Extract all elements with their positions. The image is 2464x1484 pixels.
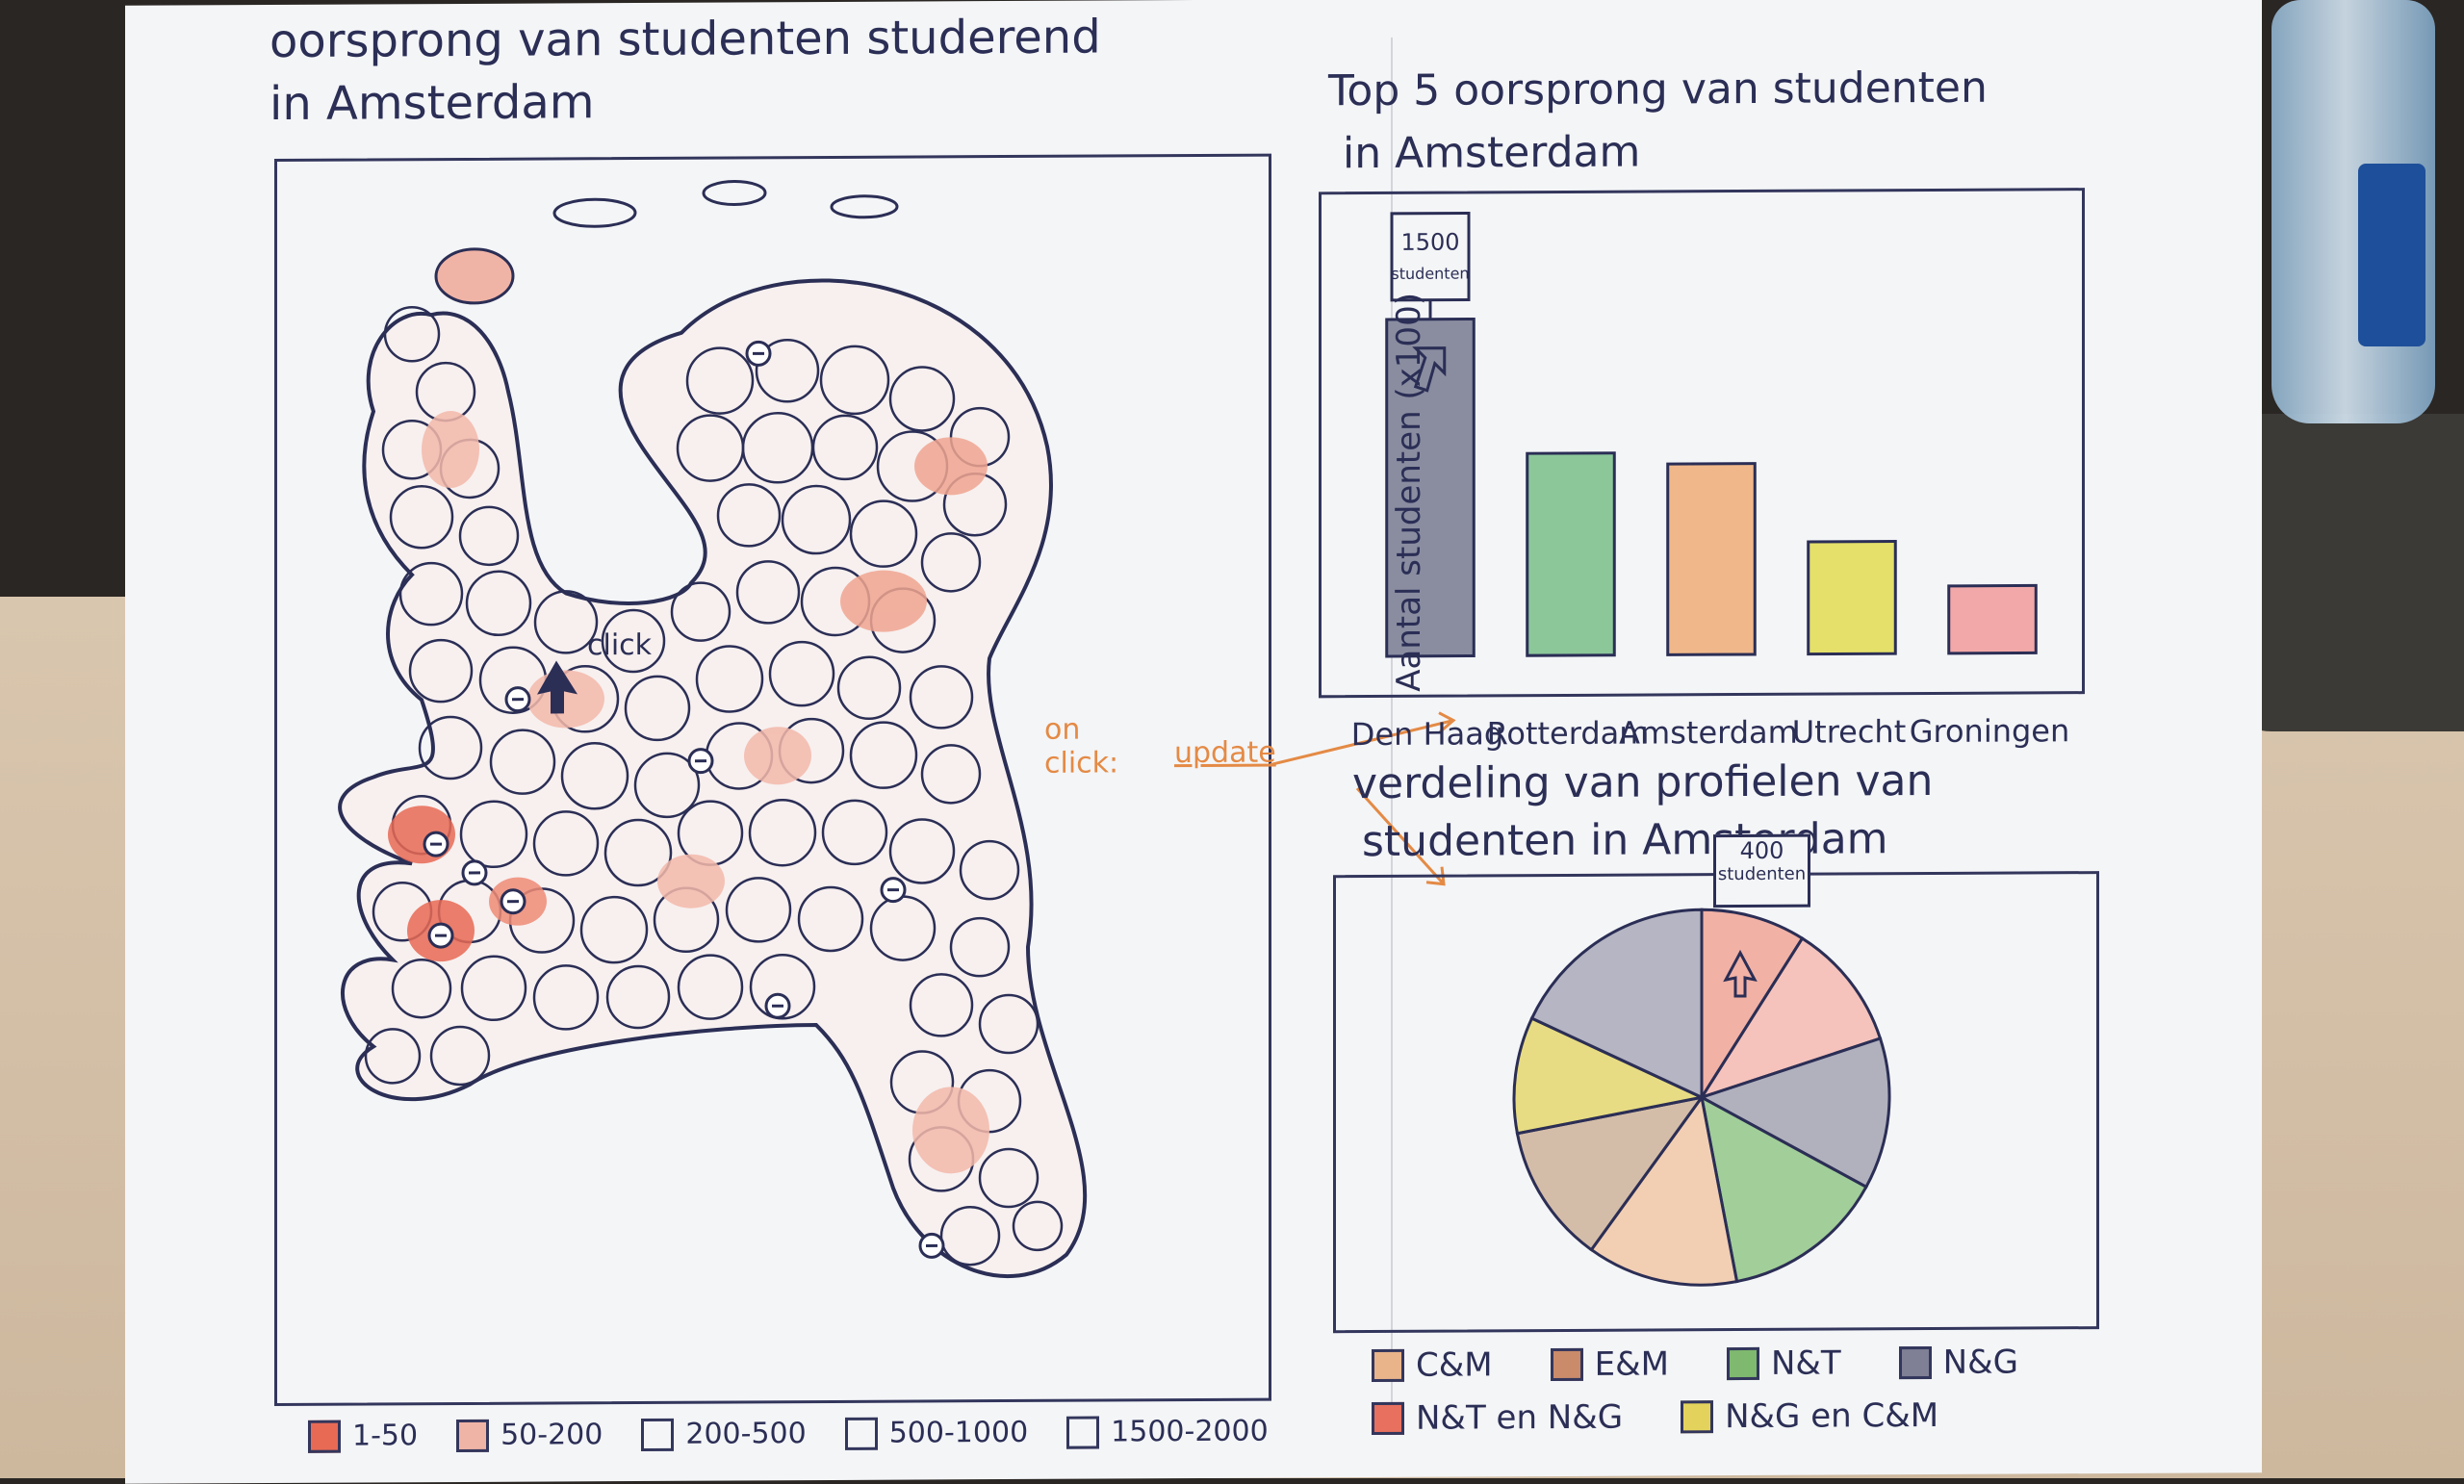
pie-legend-row1: C&M E&M N&T N&G — [1372, 1343, 2018, 1386]
bar-title-line1: Top 5 oorsprong van studenten — [1328, 64, 1988, 116]
map-legend: 1-50 50-200 200-500 500-1000 1500-2000 — [308, 1415, 1269, 1453]
map-legend-item: 500-1000 — [845, 1416, 1028, 1450]
map-legend-item: 1500-2000 — [1066, 1415, 1269, 1449]
map-title-line1: oorsprong van studenten studerend — [270, 11, 1101, 69]
pie-legend-item: E&M — [1551, 1344, 1669, 1384]
legend-swatch — [641, 1418, 674, 1450]
legend-swatch — [1727, 1347, 1759, 1380]
legend-swatch — [1066, 1416, 1099, 1448]
y-axis-label: Aantal studenten (x100) — [1390, 293, 1428, 692]
pie-legend-item: N&T — [1727, 1343, 1841, 1383]
x-tick-label: Groningen — [1910, 712, 2070, 750]
pie-legend-row2: N&T en N&G N&G en C&M — [1372, 1396, 1938, 1438]
x-tick-label: Den Haag — [1351, 715, 1503, 753]
map-title-line2: in Amsterdam — [270, 75, 595, 131]
map-legend-item: 200-500 — [641, 1417, 806, 1451]
legend-swatch — [308, 1420, 341, 1452]
island-3 — [704, 181, 765, 204]
pie-title-line1: verdeling van profielen van — [1352, 756, 1933, 808]
island-1 — [436, 249, 513, 303]
pie-legend-item: N&T en N&G — [1372, 1398, 1623, 1438]
pie-legend-item: C&M — [1372, 1345, 1493, 1385]
bottle-label — [2358, 164, 2426, 346]
netherlands-map[interactable] — [277, 157, 1269, 1403]
connector-label-click: click: — [1044, 746, 1118, 780]
bar-title-line2: in Amsterdam — [1343, 128, 1640, 179]
map-legend-item: 1-50 — [308, 1419, 418, 1453]
legend-swatch — [845, 1417, 878, 1449]
x-tick-label: Utrecht — [1792, 713, 1907, 751]
island-4 — [832, 196, 897, 217]
pie-legend-item: N&G en C&M — [1681, 1396, 1938, 1436]
legend-swatch — [1899, 1346, 1932, 1379]
legend-swatch — [456, 1419, 489, 1451]
island-2 — [554, 199, 635, 226]
legend-swatch — [1372, 1402, 1404, 1435]
pie-tooltip: 400 studenten — [1713, 834, 1810, 908]
pie-chart-frame — [1333, 871, 2099, 1333]
legend-swatch — [1372, 1349, 1404, 1382]
map-legend-item: 50-200 — [456, 1418, 603, 1452]
pie-legend-item: N&G — [1899, 1343, 2018, 1383]
legend-swatch — [1551, 1348, 1583, 1381]
x-tick-label: Amsterdam — [1619, 714, 1798, 752]
pie-chart[interactable] — [1336, 874, 2096, 1330]
sketch-paper: oorsprong van studenten studerend in Ams… — [125, 0, 2262, 1484]
connector-label-on: on — [1044, 713, 1080, 747]
legend-swatch — [1681, 1400, 1713, 1433]
click-annotation: click — [587, 628, 652, 662]
map-frame[interactable] — [274, 154, 1271, 1406]
